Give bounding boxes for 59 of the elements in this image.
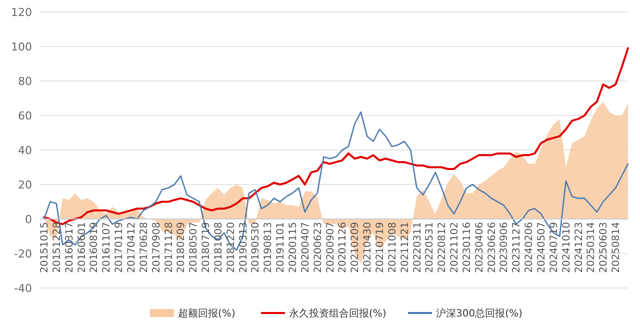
x-tick-label: 20200623 — [312, 222, 324, 273]
x-tick-label: 20210430 — [362, 222, 374, 273]
x-tick-label: 20230906 — [499, 222, 510, 273]
x-tick-label: 20200907 — [325, 222, 336, 273]
x-tick-label: 20231127 — [512, 222, 523, 273]
x-tick-label: 20190813 — [263, 222, 274, 273]
x-tick-label: 20201126 — [338, 222, 349, 273]
y-tick-label: 80 — [18, 74, 32, 88]
x-tick-label: 20180719 — [201, 222, 212, 273]
legend-label: 沪深300总回报(%) — [436, 308, 522, 320]
x-tick-label: 20200115 — [288, 222, 300, 273]
x-tick-label: 20250314 — [586, 222, 598, 273]
x-tick-label: 20151015 — [40, 222, 50, 273]
x-tick-label: 20210719 — [374, 222, 386, 273]
legend-label: 永久投资组合回报(%) — [289, 308, 386, 320]
x-tick-label: 20191101 — [276, 222, 287, 273]
x-tick-label: 20241223 — [574, 222, 585, 273]
x-tick-label: 20210209 — [350, 222, 362, 273]
x-tick-label: 20211221 — [400, 222, 411, 273]
x-tick-label: 20230116 — [462, 222, 473, 273]
x-tick-label: 20221102 — [450, 222, 461, 273]
x-tick-label: 20171128 — [164, 222, 175, 273]
x-tick-label: 20190313 — [238, 222, 250, 273]
x-tick-label: 20151228 — [52, 222, 63, 273]
x-tick-label: 20220311 — [412, 222, 424, 273]
y-tick-label: 60 — [18, 109, 32, 122]
x-tick-label: 20240507 — [536, 222, 548, 273]
x-tick-label: 20211008 — [387, 222, 398, 273]
x-tick-label: 20200407 — [300, 222, 312, 273]
x-tick-label: 20170908 — [151, 222, 162, 273]
x-tick-label: 20190530 — [250, 222, 262, 273]
x-tick-label: 20161107 — [102, 222, 113, 273]
x-tick-label: 20160819 — [89, 222, 100, 273]
x-tick-label: 20230626 — [486, 222, 498, 273]
y-tick-label: -40 — [14, 282, 32, 295]
x-tick-label: 20250603 — [598, 222, 610, 273]
x-tick-label: 20220531 — [424, 222, 436, 273]
x-tick-label: 20240206 — [524, 222, 536, 273]
x-tick-label: 20181220 — [226, 222, 237, 273]
x-tick-label: 20230406 — [474, 222, 486, 273]
x-tick-label: 20250814 — [611, 222, 622, 273]
y-tick-label: 120 — [11, 6, 32, 19]
legend-label: 超额回报(%) — [178, 308, 236, 320]
x-tick-label: 20170412 — [126, 222, 138, 273]
y-tick-label: 100 — [11, 40, 32, 54]
x-tick-label: 20160601 — [76, 222, 88, 273]
x-tick-label: 20241010 — [561, 222, 572, 273]
y-tick-label: -20 — [14, 247, 32, 260]
x-tick-label: 20180507 — [188, 222, 200, 273]
x-tick-label: 20181008 — [213, 222, 224, 273]
x-tick-label: 20240719 — [548, 222, 560, 273]
y-tick-label: 40 — [18, 144, 32, 157]
x-tick-label: 20220812 — [437, 222, 448, 273]
x-tick-label: 20170119 — [114, 222, 126, 273]
y-tick-label: 20 — [18, 178, 32, 192]
x-tick-label: 20160317 — [64, 222, 76, 273]
x-tick-label: 20170628 — [138, 222, 150, 273]
y-tick-label: 0 — [25, 212, 32, 226]
x-tick-label: 20180209 — [176, 222, 188, 273]
